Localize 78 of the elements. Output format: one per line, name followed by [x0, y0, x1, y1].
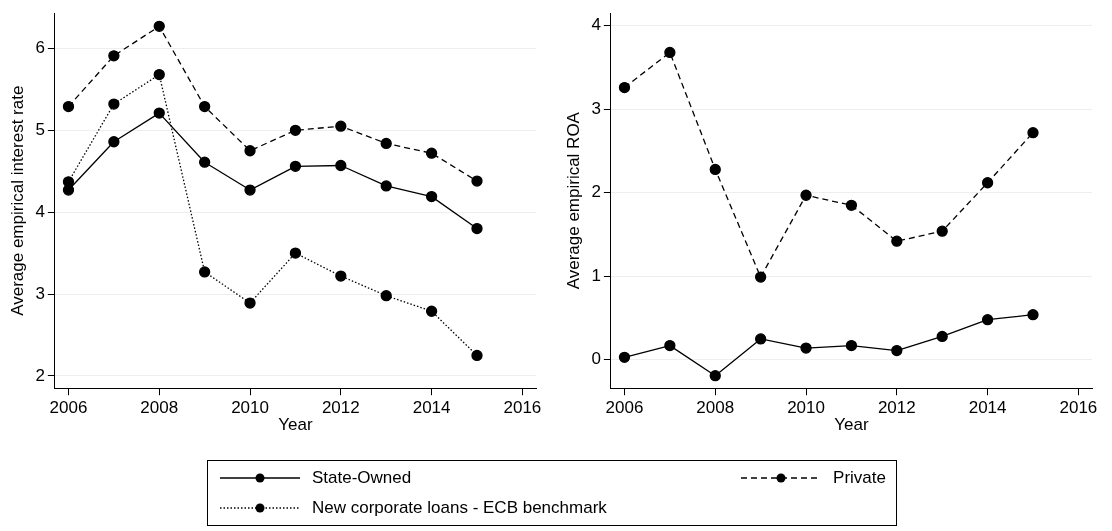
- point: [289, 247, 302, 259]
- point: [664, 339, 676, 352]
- point: [936, 330, 948, 343]
- point: [755, 333, 767, 345]
- point: [289, 124, 302, 136]
- legend-label: Private: [833, 468, 886, 488]
- point: [62, 100, 75, 113]
- point: [153, 20, 165, 32]
- y-tick-label: 4: [591, 15, 601, 35]
- point: [800, 342, 812, 354]
- x-tick-label: 2016: [503, 398, 542, 418]
- point: [845, 199, 858, 211]
- x-tick-label: 2010: [787, 398, 825, 418]
- point: [845, 339, 858, 352]
- point: [891, 235, 903, 247]
- y-tick-label: 1: [591, 265, 601, 285]
- point: [618, 81, 631, 94]
- y-tick-label: 3: [35, 283, 45, 303]
- point: [664, 46, 676, 59]
- point: [471, 222, 483, 235]
- point: [199, 156, 211, 168]
- y-tick-label: 2: [591, 182, 601, 202]
- point: [335, 159, 347, 172]
- x-tick-label: 2008: [140, 398, 179, 418]
- point: [244, 184, 256, 196]
- x-axis-title: Year: [278, 415, 313, 435]
- x-tick-label: 2012: [321, 398, 360, 418]
- point: [936, 225, 948, 237]
- point: [108, 50, 120, 62]
- point: [108, 136, 120, 148]
- point: [153, 68, 165, 81]
- x-axis-title: Year: [834, 415, 869, 435]
- x-tick-label: 2016: [1059, 398, 1098, 418]
- point: [471, 175, 483, 187]
- point: [618, 351, 631, 363]
- x-tick-label: 2010: [231, 398, 269, 418]
- x-tick-label: 2006: [605, 398, 644, 418]
- point: [289, 160, 302, 172]
- point: [380, 137, 392, 150]
- point: [471, 349, 483, 362]
- y-tick-label: 4: [35, 201, 45, 221]
- point: [108, 98, 120, 110]
- y-tick-label: 5: [35, 119, 45, 139]
- point: [199, 266, 211, 278]
- point: [199, 100, 211, 113]
- point: [800, 189, 812, 201]
- legend-label: State-Owned: [312, 468, 412, 488]
- point: [1027, 126, 1039, 139]
- point: [62, 184, 75, 196]
- point: [244, 145, 256, 157]
- y-axis-title: Average empirical ROA: [563, 111, 583, 290]
- x-tick-label: 2006: [49, 398, 88, 418]
- point: [153, 107, 165, 119]
- y-axis-title: Average empirical interest rate: [7, 85, 27, 316]
- point: [335, 270, 347, 282]
- point: [425, 190, 438, 203]
- point: [755, 271, 767, 283]
- point: [709, 163, 721, 176]
- point: [981, 177, 994, 189]
- y-tick-label: 0: [591, 349, 601, 369]
- point: [380, 180, 392, 192]
- legend-label: New corporate loans - ECB benchmark: [312, 498, 607, 518]
- point: [981, 314, 994, 326]
- y-tick-label: 3: [591, 98, 601, 118]
- x-tick-label: 2014: [412, 398, 451, 418]
- x-tick-label: 2008: [696, 398, 735, 418]
- x-tick-label: 2012: [877, 398, 916, 418]
- x-tick-label: 2014: [968, 398, 1007, 418]
- point: [425, 147, 438, 159]
- y-tick-label: 2: [35, 365, 45, 385]
- point: [891, 344, 903, 357]
- point: [380, 290, 392, 302]
- point: [1027, 309, 1039, 321]
- point: [709, 370, 721, 382]
- point: [425, 305, 438, 317]
- point: [244, 297, 256, 309]
- point: [335, 120, 347, 132]
- y-tick-label: 6: [35, 38, 45, 58]
